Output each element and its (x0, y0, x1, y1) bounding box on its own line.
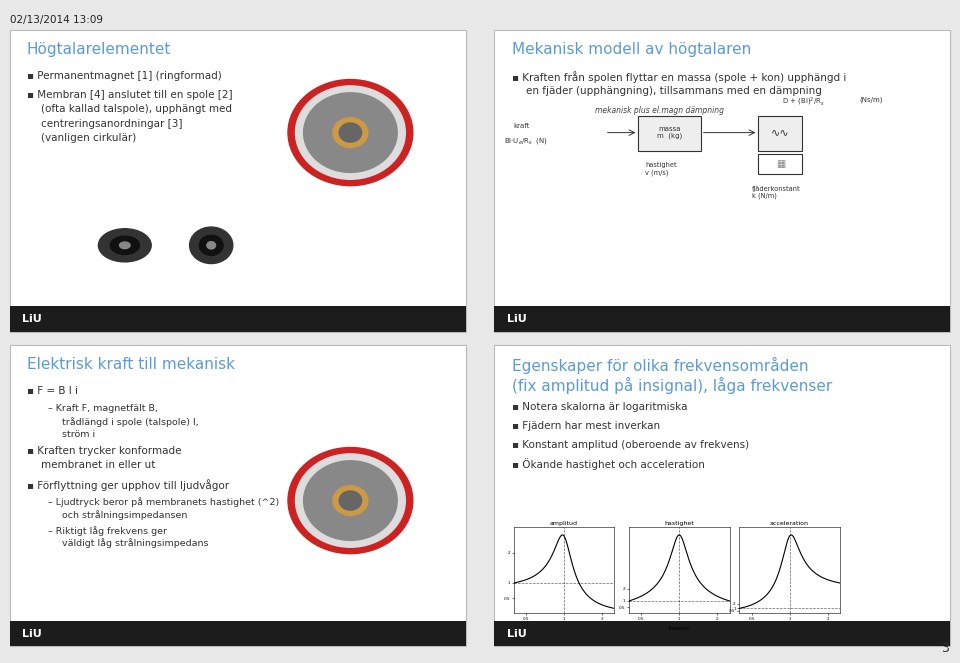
Title: amplitud: amplitud (550, 521, 578, 526)
Bar (494, 30, 950, 332)
Text: Bl·U$_e$/R$_s$  (N): Bl·U$_e$/R$_s$ (N) (504, 136, 548, 146)
Text: – Ljudtryck beror på membranets hastighet (^2): – Ljudtryck beror på membranets hastighe… (48, 497, 279, 507)
Bar (638, 116, 701, 151)
Text: 02/13/2014 13:09: 02/13/2014 13:09 (10, 15, 103, 25)
Bar (10, 30, 466, 332)
Text: ▪ Notera skalorna är logaritmiska: ▪ Notera skalorna är logaritmiska (512, 402, 687, 412)
Ellipse shape (119, 242, 131, 249)
Text: ▪ F = B l i: ▪ F = B l i (27, 386, 78, 396)
Text: trådlängd i spole (talspole) l,: trådlängd i spole (talspole) l, (62, 417, 199, 427)
Ellipse shape (339, 491, 362, 510)
Text: Högtalarelementet: Högtalarelementet (27, 42, 171, 57)
Ellipse shape (200, 235, 223, 255)
Bar (758, 154, 802, 174)
Text: massa
m  (kg): massa m (kg) (658, 126, 683, 139)
Bar (10, 345, 466, 646)
Text: Mekanisk modell av högtalaren: Mekanisk modell av högtalaren (512, 42, 751, 57)
Ellipse shape (296, 86, 405, 179)
Bar (10, 306, 466, 332)
Text: ▪ Membran [4] anslutet till en spole [2]: ▪ Membran [4] anslutet till en spole [2] (27, 90, 232, 99)
Text: ▪ Kraften från spolen flyttar en massa (spole + kon) upphängd i: ▪ Kraften från spolen flyttar en massa (… (512, 71, 846, 83)
Text: ▪ Fjädern har mest inverkan: ▪ Fjädern har mest inverkan (512, 421, 660, 431)
Title: hastighet: hastighet (664, 521, 694, 526)
Text: ▪ Konstant amplitud (oberoende av frekvens): ▪ Konstant amplitud (oberoende av frekve… (512, 440, 749, 450)
Text: och strålningsimpedansen: och strålningsimpedansen (62, 510, 188, 520)
X-axis label: frekvens: frekvens (668, 627, 690, 631)
Text: Elektrisk kraft till mekanisk: Elektrisk kraft till mekanisk (27, 357, 235, 372)
Text: kraft: kraft (514, 123, 530, 129)
Bar (494, 306, 950, 332)
Text: en fjäder (upphängning), tillsammans med en dämpning: en fjäder (upphängning), tillsammans med… (526, 86, 822, 95)
Text: LiU: LiU (22, 629, 42, 639)
Text: ▪ Permanentmagnet [1] (ringformad): ▪ Permanentmagnet [1] (ringformad) (27, 71, 222, 81)
Ellipse shape (303, 93, 397, 172)
Title: acceleration: acceleration (770, 521, 809, 526)
Bar (758, 116, 802, 151)
Bar (494, 621, 950, 646)
Bar (10, 621, 466, 646)
Ellipse shape (296, 454, 405, 547)
Text: centreringsanordningar [3]: centreringsanordningar [3] (41, 119, 182, 129)
Ellipse shape (189, 227, 232, 263)
Text: mekanisk plus el.magn dämpning: mekanisk plus el.magn dämpning (595, 106, 724, 115)
Bar (494, 345, 950, 646)
Text: 3: 3 (941, 642, 948, 655)
Text: ∿∿: ∿∿ (771, 127, 790, 138)
Text: D + (Bl)$^2$/R$_s$: D + (Bl)$^2$/R$_s$ (782, 96, 826, 109)
Text: – Kraft F, magnetfält B,: – Kraft F, magnetfält B, (48, 404, 157, 414)
Text: Egenskaper för olika frekvensområden
(fix amplitud på insignal), låga frekvenser: Egenskaper för olika frekvensområden (fi… (512, 357, 832, 394)
Text: väldigt låg strålningsimpedans: väldigt låg strålningsimpedans (62, 538, 209, 548)
Ellipse shape (207, 241, 215, 249)
Text: LiU: LiU (22, 314, 42, 324)
Text: ▪ Ökande hastighet och acceleration: ▪ Ökande hastighet och acceleration (512, 458, 705, 470)
Text: ▦: ▦ (776, 158, 785, 169)
Ellipse shape (99, 229, 152, 262)
Text: membranet in eller ut: membranet in eller ut (41, 460, 156, 470)
Text: ström i: ström i (62, 430, 96, 439)
Ellipse shape (333, 118, 368, 147)
Text: ▪ Förflyttning ger upphov till ljudvågor: ▪ Förflyttning ger upphov till ljudvågor (27, 479, 229, 491)
Text: hastighet
v (m/s): hastighet v (m/s) (645, 162, 677, 176)
Ellipse shape (303, 461, 397, 540)
Text: ▪ Kraften trycker konformade: ▪ Kraften trycker konformade (27, 446, 181, 455)
Ellipse shape (339, 123, 362, 142)
Text: (ofta kallad talspole), upphängt med: (ofta kallad talspole), upphängt med (41, 104, 232, 114)
Ellipse shape (110, 236, 139, 255)
Ellipse shape (288, 80, 413, 186)
Text: – Riktigt låg frekvens ger: – Riktigt låg frekvens ger (48, 526, 167, 536)
Ellipse shape (288, 448, 413, 554)
Text: (vanligen cirkulär): (vanligen cirkulär) (41, 133, 136, 143)
Text: fjäderkonstant
k (N/m): fjäderkonstant k (N/m) (752, 186, 801, 199)
Text: (Ns/m): (Ns/m) (859, 96, 882, 103)
Text: LiU: LiU (507, 629, 527, 639)
Ellipse shape (333, 486, 368, 515)
Text: LiU: LiU (507, 314, 527, 324)
